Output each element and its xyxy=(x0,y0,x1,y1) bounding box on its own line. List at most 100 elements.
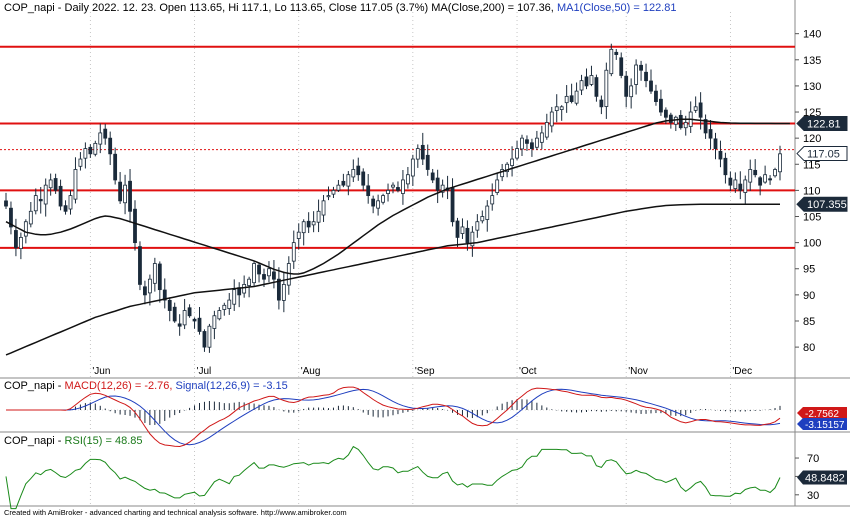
candle-body xyxy=(644,71,648,82)
candle-body xyxy=(118,181,123,202)
candle-body xyxy=(673,116,678,125)
candle-body xyxy=(753,169,758,176)
month-label: 'Jul xyxy=(197,366,212,377)
candle-body xyxy=(187,307,192,317)
price-tag-label: 122.81 xyxy=(807,118,841,130)
candle-body xyxy=(227,299,232,309)
ma200-line xyxy=(5,203,780,356)
y-tick-label: 130 xyxy=(803,81,821,93)
candle-body xyxy=(182,310,187,326)
candle-body xyxy=(693,106,698,111)
candle-body xyxy=(28,210,33,225)
candle-body xyxy=(539,132,544,143)
candle-body xyxy=(475,221,480,231)
candle-body xyxy=(321,200,326,216)
y-tick-label: 135 xyxy=(803,55,821,67)
price-header: COP_napi - Daily 2022. 12. 23. Open 113.… xyxy=(4,2,676,14)
candle-body xyxy=(708,129,713,139)
candle-body xyxy=(549,111,554,127)
candle-body xyxy=(222,304,227,310)
candle-body xyxy=(405,174,410,185)
candle-body xyxy=(167,299,172,311)
y-tick-label: 95 xyxy=(803,264,815,276)
price-tag-label: 117.05 xyxy=(807,149,840,161)
candle-body xyxy=(371,198,376,207)
candle-body xyxy=(649,80,653,92)
candle-body xyxy=(510,158,514,166)
candle-body xyxy=(574,90,579,104)
candle-body xyxy=(639,64,643,71)
rsi-line xyxy=(5,445,781,510)
candle-body xyxy=(267,268,271,277)
candle-body xyxy=(455,220,460,238)
candle-body xyxy=(485,205,490,220)
candle-body xyxy=(544,122,549,138)
candle-body xyxy=(291,242,296,262)
price-header-symbol: COP_napi - Daily 2022. 12. 23. xyxy=(4,2,157,14)
rsi-y-tick-label: 30 xyxy=(807,490,819,502)
candle-body xyxy=(530,142,534,149)
macd-tag: -2.7562 xyxy=(797,407,847,420)
candle-body xyxy=(93,142,98,155)
candle-body xyxy=(470,231,475,247)
macd-tag: -3.15157 xyxy=(797,418,847,431)
candle-body xyxy=(480,216,485,222)
candle-body xyxy=(465,227,470,244)
candle-body xyxy=(401,179,405,194)
candle-body xyxy=(559,106,564,110)
candle-body xyxy=(763,174,768,183)
candle-body xyxy=(718,150,723,160)
candle-body xyxy=(589,75,594,85)
candle-body xyxy=(420,144,425,160)
candle-body xyxy=(192,318,197,322)
candle-body xyxy=(678,114,683,129)
candle-body xyxy=(286,263,291,286)
candle-body xyxy=(83,148,88,159)
y-tick-label: 105 xyxy=(803,212,821,224)
rsi-y-tick-label: 70 xyxy=(807,453,819,465)
candle-body xyxy=(296,231,301,239)
candle-body xyxy=(410,158,415,177)
candle-body xyxy=(162,289,167,301)
candle-body xyxy=(768,178,772,181)
candle-body xyxy=(326,195,331,198)
candle-body xyxy=(773,169,777,177)
candle-body xyxy=(450,187,455,223)
candle-body xyxy=(272,271,276,280)
candle-body xyxy=(128,180,132,212)
macd-header: COP_napi - MACD(12,26) = -2.76, Signal(1… xyxy=(4,380,288,392)
candle-body xyxy=(262,274,266,280)
candle-body xyxy=(619,57,624,76)
rsi-panel: 30507048.8482 xyxy=(0,439,850,510)
y-tick-label: 80 xyxy=(803,342,815,354)
macd-header-macd: MACD(12,26) = -2.76, xyxy=(64,380,173,392)
candle-body xyxy=(301,221,306,234)
y-tick-label: 100 xyxy=(803,238,821,250)
candle-body xyxy=(569,95,574,102)
macd-header-signal: Signal(12,26,9) = -3.15 xyxy=(175,380,288,392)
macd-signal-line xyxy=(6,388,781,446)
candle-body xyxy=(396,187,400,191)
candle-body xyxy=(207,325,212,348)
candle-body xyxy=(356,165,361,176)
candle-body xyxy=(624,75,629,97)
candle-body xyxy=(212,315,217,329)
rsi-tag-label: 48.8482 xyxy=(805,472,845,484)
candle-body xyxy=(217,310,222,320)
candle-body xyxy=(738,183,743,191)
candle-body xyxy=(4,200,8,207)
candle-body xyxy=(276,278,281,301)
candle-body xyxy=(629,85,634,98)
candle-body xyxy=(23,221,28,237)
candle-body xyxy=(43,184,48,205)
candle-body xyxy=(435,177,440,191)
candle-body xyxy=(748,169,753,183)
candle-body xyxy=(53,178,58,191)
ma50-line xyxy=(5,118,790,275)
candle-body xyxy=(172,306,177,322)
candle-body xyxy=(733,179,738,189)
candle-body xyxy=(177,323,182,327)
candle-body xyxy=(257,264,261,275)
candle-body xyxy=(346,174,351,187)
